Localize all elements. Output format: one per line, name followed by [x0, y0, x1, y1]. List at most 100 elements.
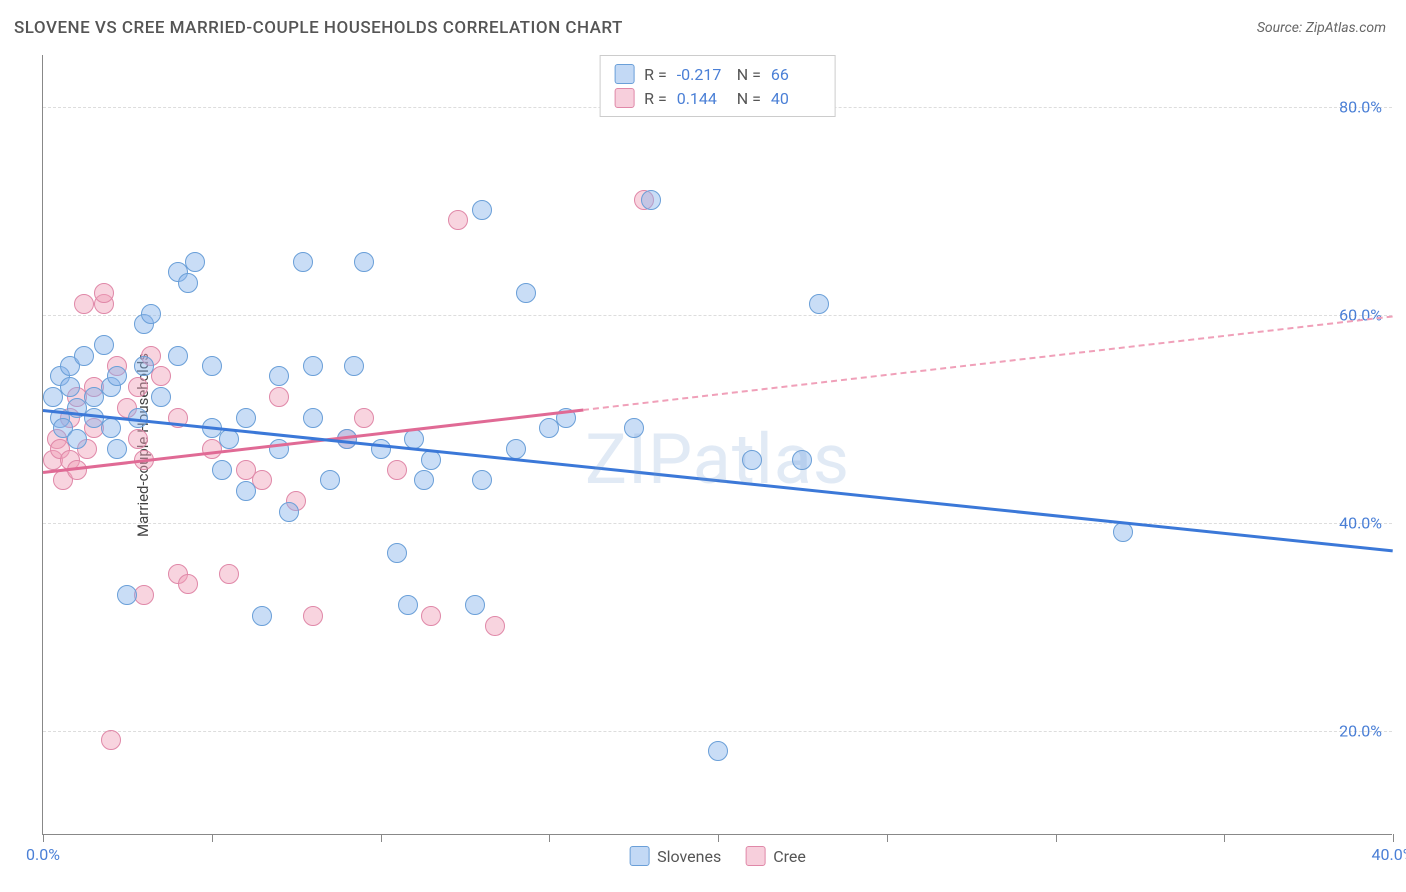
swatch-blue-icon — [614, 64, 634, 84]
n-label: N = — [737, 65, 761, 84]
y-tick-label: 20.0% — [1339, 722, 1382, 741]
data-point — [387, 543, 407, 563]
data-point — [151, 366, 171, 386]
data-point — [94, 335, 114, 355]
swatch-pink-icon — [614, 88, 634, 108]
data-point — [74, 346, 94, 366]
data-point — [344, 356, 364, 376]
n-value-cree: 40 — [771, 89, 821, 108]
gridline — [43, 523, 1392, 524]
data-point — [168, 346, 188, 366]
data-point — [269, 366, 289, 386]
data-point — [472, 470, 492, 490]
data-point — [387, 460, 407, 480]
n-label: N = — [737, 89, 761, 108]
data-point — [101, 730, 121, 750]
data-point — [141, 304, 161, 324]
data-point — [178, 273, 198, 293]
data-point — [414, 470, 434, 490]
x-tick — [212, 834, 213, 842]
chart-source: Source: ZipAtlas.com — [1257, 20, 1386, 36]
r-value-slovenes: -0.217 — [677, 65, 727, 84]
data-point — [107, 366, 127, 386]
x-tick — [43, 834, 44, 842]
x-tick — [549, 834, 550, 842]
x-tick-label: 0.0% — [26, 845, 60, 864]
data-point — [303, 606, 323, 626]
data-point — [792, 450, 812, 470]
series-legend: Slovenes Cree — [629, 846, 806, 866]
data-point — [516, 283, 536, 303]
swatch-pink-icon — [745, 846, 765, 866]
data-point — [354, 252, 374, 272]
trendline — [583, 315, 1393, 411]
data-point — [236, 408, 256, 428]
x-tick-label: 40.0% — [1372, 845, 1406, 864]
data-point — [293, 252, 313, 272]
data-point — [742, 450, 762, 470]
data-point — [1113, 522, 1133, 542]
data-point — [236, 481, 256, 501]
data-point — [371, 439, 391, 459]
data-point — [708, 741, 728, 761]
chart-title: SLOVENE VS CREE MARRIED-COUPLE HOUSEHOLD… — [14, 18, 623, 38]
data-point — [128, 429, 148, 449]
legend-label: Slovenes — [657, 847, 721, 866]
data-point — [134, 356, 154, 376]
data-point — [320, 470, 340, 490]
data-point — [252, 470, 272, 490]
x-tick — [887, 834, 888, 842]
x-tick — [1056, 834, 1057, 842]
data-point — [178, 574, 198, 594]
data-point — [185, 252, 205, 272]
data-point — [269, 387, 289, 407]
data-point — [354, 408, 374, 428]
data-point — [303, 408, 323, 428]
data-point — [128, 377, 148, 397]
data-point — [404, 429, 424, 449]
data-point — [472, 200, 492, 220]
r-value-cree: 0.144 — [677, 89, 727, 108]
data-point — [506, 439, 526, 459]
swatch-blue-icon — [629, 846, 649, 866]
gridline — [43, 731, 1392, 732]
data-point — [809, 294, 829, 314]
legend-label: Cree — [773, 847, 806, 866]
data-point — [202, 356, 222, 376]
gridline — [43, 315, 1392, 316]
data-point — [303, 356, 323, 376]
data-point — [117, 585, 137, 605]
stats-row-cree: R = 0.144 N = 40 — [614, 86, 821, 110]
data-point — [485, 616, 505, 636]
n-value-slovenes: 66 — [771, 65, 821, 84]
x-tick — [381, 834, 382, 842]
y-tick-label: 80.0% — [1339, 98, 1382, 117]
x-tick — [1393, 834, 1394, 842]
data-point — [398, 595, 418, 615]
data-point — [448, 210, 468, 230]
data-point — [624, 418, 644, 438]
data-point — [74, 294, 94, 314]
data-point — [279, 502, 299, 522]
y-tick-label: 40.0% — [1339, 514, 1382, 533]
data-point — [219, 429, 239, 449]
stats-row-slovenes: R = -0.217 N = 66 — [614, 62, 821, 86]
legend-item-slovenes: Slovenes — [629, 846, 721, 866]
data-point — [212, 460, 232, 480]
r-label: R = — [644, 89, 667, 108]
plot-area: Married-couple Households ZIPatlas R = -… — [42, 55, 1392, 835]
data-point — [219, 564, 239, 584]
data-point — [641, 190, 661, 210]
data-point — [94, 283, 114, 303]
data-point — [151, 387, 171, 407]
data-point — [252, 606, 272, 626]
data-point — [60, 377, 80, 397]
data-point — [421, 606, 441, 626]
x-tick — [718, 834, 719, 842]
r-label: R = — [644, 65, 667, 84]
stats-legend: R = -0.217 N = 66 R = 0.144 N = 40 — [599, 55, 836, 117]
legend-item-cree: Cree — [745, 846, 806, 866]
data-point — [107, 439, 127, 459]
data-point — [465, 595, 485, 615]
data-point — [101, 418, 121, 438]
